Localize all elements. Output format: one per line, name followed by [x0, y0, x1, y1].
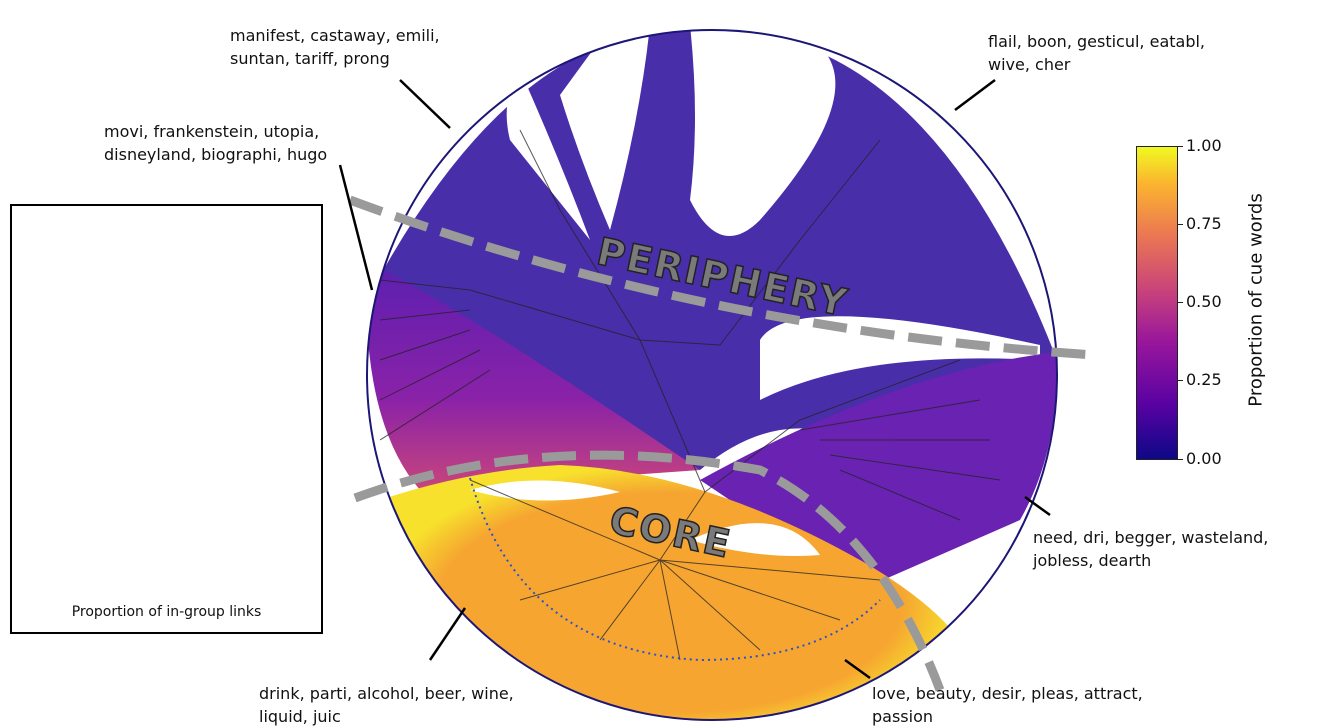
colorbar-tick-label: 0.50	[1186, 292, 1222, 311]
inset-panel: Proportion of in-group links	[10, 204, 323, 634]
mid-left-region	[367, 262, 700, 490]
leader-lines	[338, 79, 1051, 680]
colorbar-title: Proportion of cue words	[1245, 193, 1267, 407]
periphery-divider	[348, 195, 1096, 360]
annotation-core-right: love, beauty, desir, pleas, attract, pas…	[872, 684, 1143, 726]
core-divider	[353, 450, 945, 692]
annotation-periphery-top-right: flail, boon, gesticul, eatabl, wive, che…	[988, 32, 1206, 74]
colorbar-tick-mark	[1178, 224, 1183, 225]
colorbar-tick-mark	[1178, 459, 1183, 460]
annotation-mid-left: movi, frankenstein, utopia, disneyland, …	[104, 122, 328, 164]
colorbar-tick-mark	[1178, 302, 1183, 303]
colorbar-tick-mark	[1178, 146, 1183, 147]
colorbar-tick-label: 0.75	[1186, 214, 1222, 233]
colorbar-tick-label: 0.00	[1186, 449, 1222, 468]
annotation-periphery-top-left: manifest, castaway, emili, suntan, tarif…	[230, 26, 440, 68]
annotation-mid-right: need, dri, begger, wasteland, jobless, d…	[1033, 528, 1269, 570]
annotation-core-left: drink, parti, alcohol, beer, wine, liqui…	[259, 684, 514, 726]
colorbar	[1136, 146, 1178, 460]
inset-caption: Proportion of in-group links	[71, 604, 262, 620]
colorbar-tick-label: 0.25	[1186, 370, 1222, 389]
colorbar-tick-mark	[1178, 380, 1183, 381]
colorbar-tick-label: 1.00	[1186, 136, 1222, 155]
main-circle-outline	[366, 29, 1058, 721]
hierarchy-edges	[379, 129, 1001, 661]
